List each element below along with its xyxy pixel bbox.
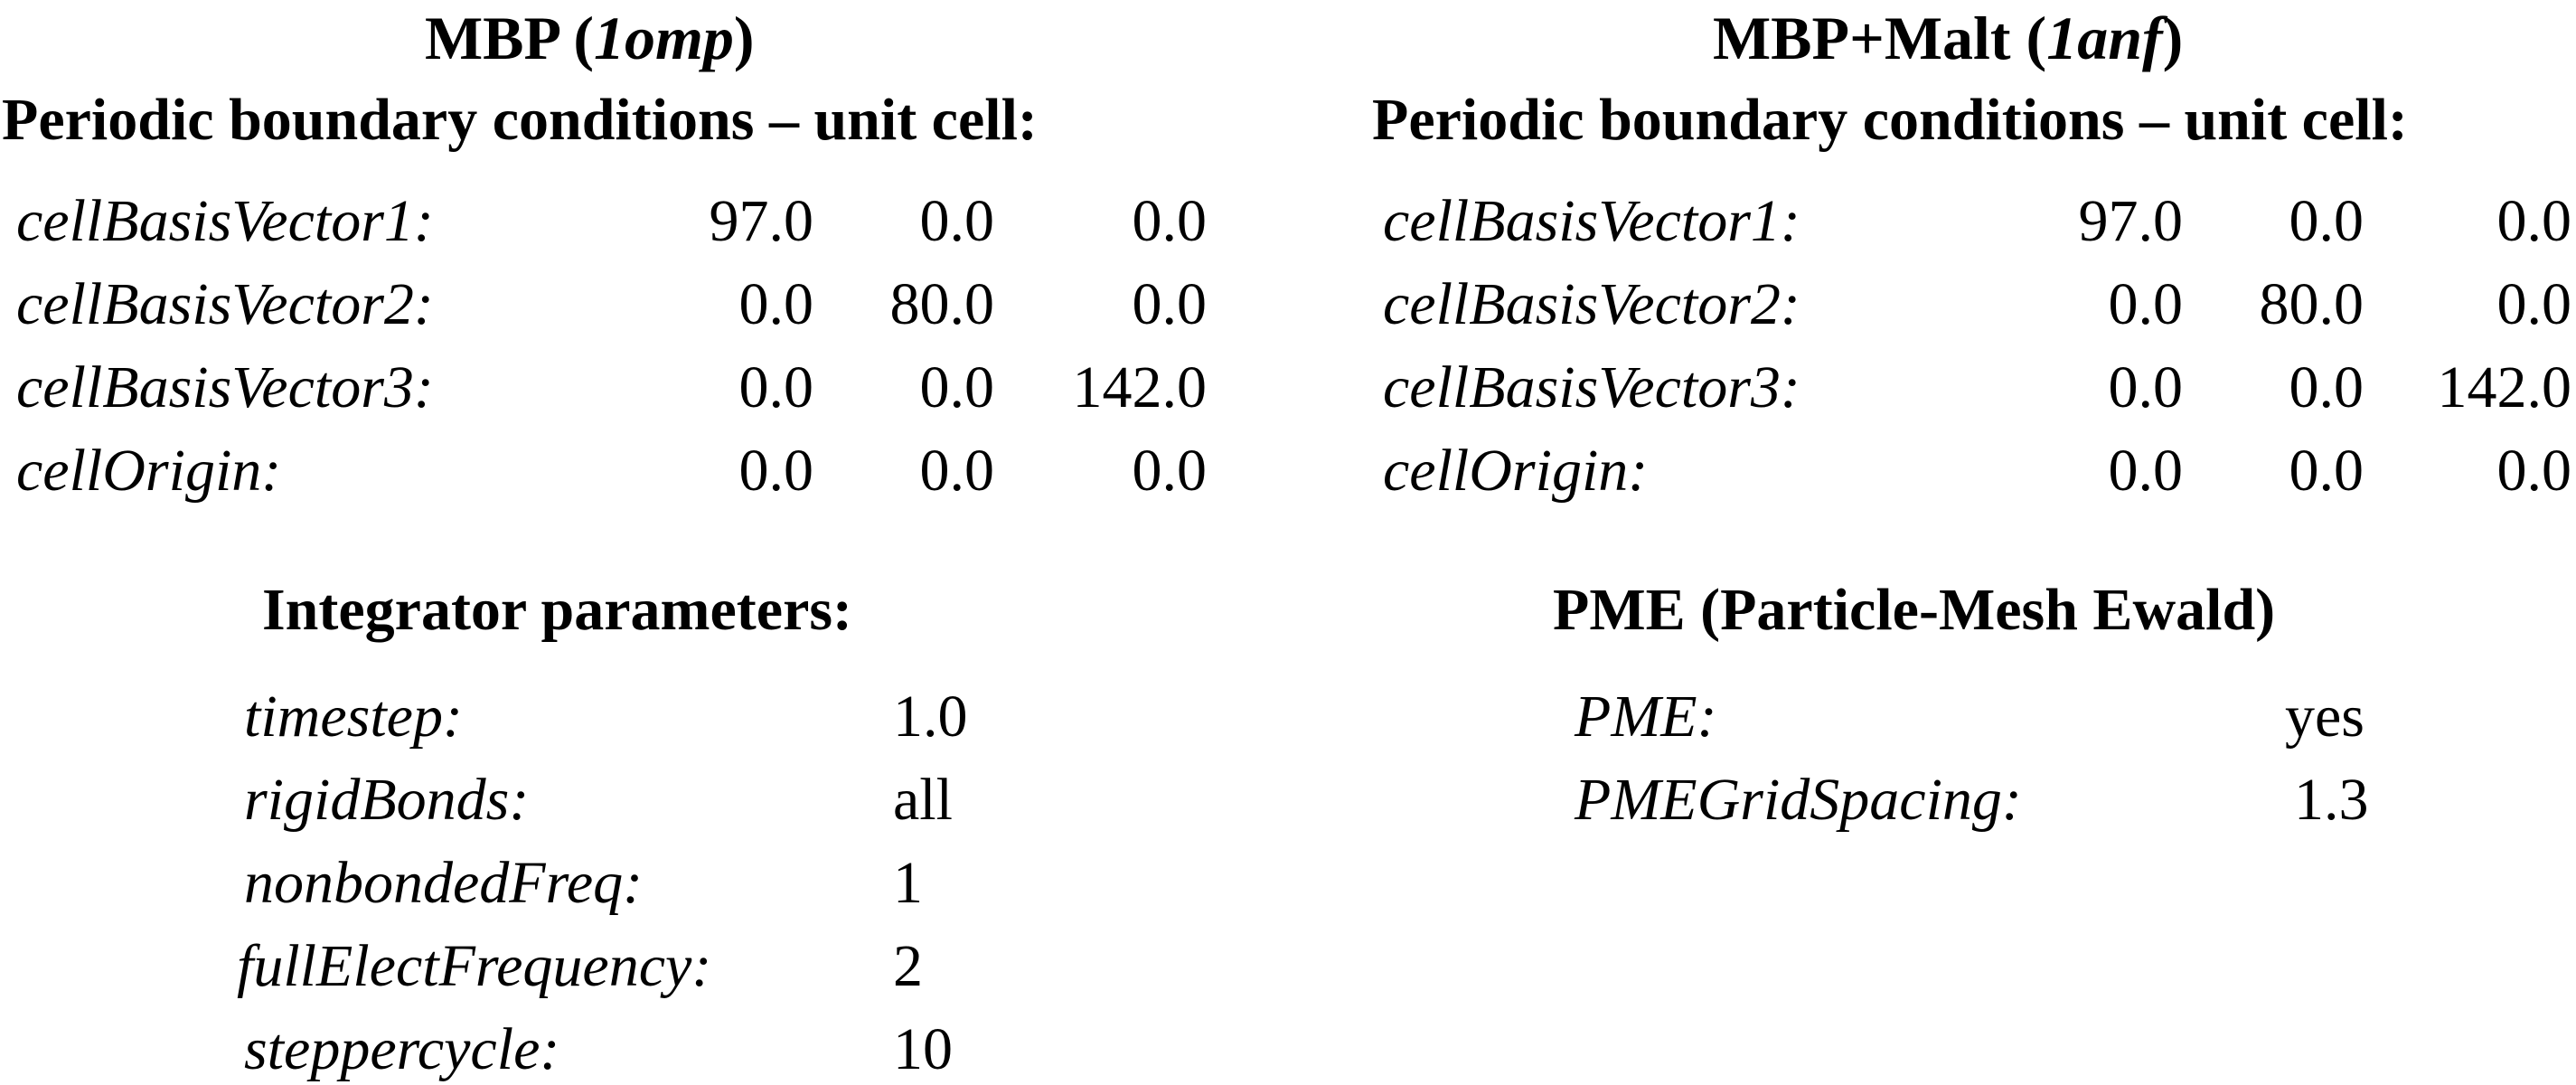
right-row-value: 0.0: [2108, 354, 2184, 420]
integrator-heading: Integrator parameters:: [262, 577, 853, 643]
left-row-value: 142.0: [1072, 354, 1208, 420]
right-subtitle: Periodic boundary conditions – unit cell…: [1372, 87, 2408, 153]
left-row-value: 0.0: [919, 354, 995, 420]
integrator-row-value: 2: [893, 933, 923, 999]
right-row-label: cellBasisVector3:: [1383, 354, 1800, 420]
integrator-row-label: fullElectFrequency:: [237, 933, 712, 999]
right-row-value: 0.0: [2496, 271, 2572, 337]
left-row-value: 80.0: [889, 271, 995, 337]
right-row-value: 0.0: [2496, 438, 2572, 504]
right-row-label: cellBasisVector1:: [1383, 188, 1800, 254]
right-row-value: 142.0: [2437, 354, 2572, 420]
left-subtitle: Periodic boundary conditions – unit cell…: [2, 87, 1038, 153]
pme-row-label: PMEGridSpacing:: [1575, 767, 2022, 833]
integrator-row-value: all: [893, 767, 953, 833]
pme-row-value: yes: [2285, 684, 2364, 750]
right-title-prefix: MBP+Malt (: [1713, 4, 2047, 72]
right-row-value: 0.0: [2289, 188, 2364, 254]
right-row-value: 80.0: [2259, 271, 2364, 337]
right-title-suffix: ): [2162, 4, 2184, 72]
pme-row-value: 1.3: [2294, 767, 2369, 833]
left-row-value: 0.0: [1132, 271, 1208, 337]
left-row-label: cellOrigin:: [16, 438, 282, 504]
left-title-suffix: ): [733, 4, 755, 72]
pme-heading: PME (Particle-Mesh Ewald): [1553, 577, 2276, 643]
left-row-label: cellBasisVector2:: [16, 271, 434, 337]
right-row-value: 0.0: [2289, 354, 2364, 420]
right-title-code: 1anf: [2046, 4, 2163, 72]
left-title: MBP (1omp): [425, 7, 755, 69]
right-row-value: 0.0: [2289, 438, 2364, 504]
left-row-value: 0.0: [1132, 188, 1208, 254]
integrator-row-value: 10: [893, 1016, 953, 1082]
right-title: MBP+Malt (1anf): [1713, 7, 2183, 69]
left-row-value: 0.0: [1132, 438, 1208, 504]
left-row-value: 0.0: [738, 438, 814, 504]
left-row-value: 0.0: [738, 271, 814, 337]
left-row-label: cellBasisVector3:: [16, 354, 434, 420]
left-title-code: 1omp: [593, 4, 734, 72]
integrator-row-value: 1: [893, 850, 923, 916]
left-row-value: 0.0: [738, 354, 814, 420]
pme-row-label: PME:: [1575, 684, 1717, 750]
right-row-value: 0.0: [2108, 271, 2184, 337]
left-row-value: 0.0: [919, 188, 995, 254]
integrator-row-label: steppercycle:: [244, 1016, 560, 1082]
integrator-row-label: nonbondedFreq:: [244, 850, 644, 916]
left-title-prefix: MBP (: [425, 4, 594, 72]
integrator-row-value: 1.0: [893, 684, 968, 750]
right-row-value: 0.0: [2496, 188, 2572, 254]
left-row-label: cellBasisVector1:: [16, 188, 434, 254]
right-row-label: cellOrigin:: [1383, 438, 1649, 504]
right-row-value: 97.0: [2078, 188, 2184, 254]
left-row-value: 0.0: [919, 438, 995, 504]
integrator-row-label: rigidBonds:: [244, 767, 530, 833]
left-row-value: 97.0: [709, 188, 814, 254]
right-row-label: cellBasisVector2:: [1383, 271, 1800, 337]
integrator-row-label: timestep:: [244, 684, 463, 750]
right-row-value: 0.0: [2108, 438, 2184, 504]
